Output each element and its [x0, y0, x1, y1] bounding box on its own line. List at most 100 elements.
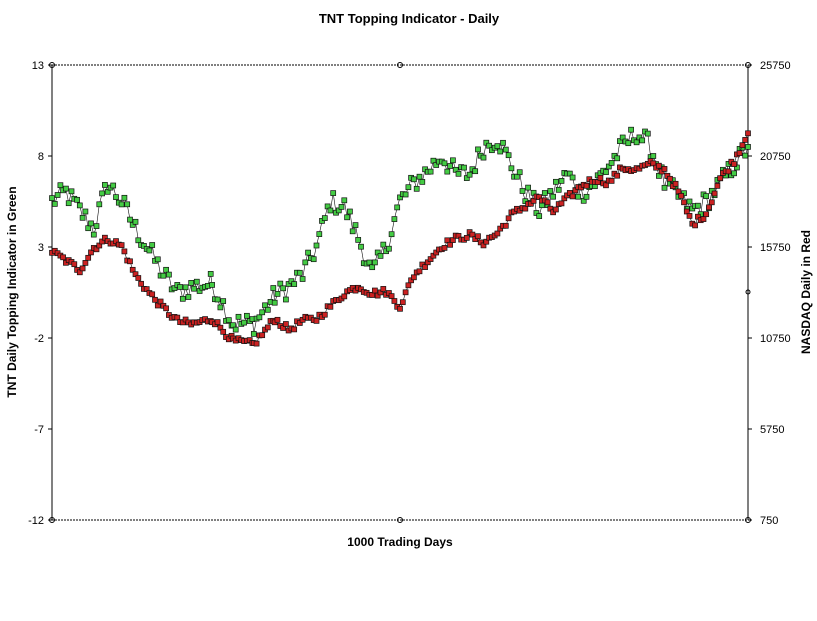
tnt-point — [68, 188, 75, 195]
nasdaq-point — [79, 265, 86, 272]
tnt-point — [603, 169, 609, 175]
nasdaq-point — [152, 296, 158, 303]
tnt-point — [494, 143, 501, 149]
tnt-point — [99, 190, 105, 197]
nasdaq-point — [372, 287, 378, 294]
tnt-point — [124, 201, 131, 208]
tnt-series — [49, 126, 751, 337]
nasdaq-point — [706, 204, 712, 211]
tnt-point — [76, 202, 83, 209]
tnt-point — [575, 193, 582, 200]
tnt-point — [49, 195, 55, 201]
tnt-point — [149, 242, 156, 248]
tnt-point — [541, 190, 548, 196]
nasdaq-point — [742, 137, 749, 143]
tnt-point — [232, 326, 239, 333]
mid-marker-bottom — [397, 517, 403, 523]
nasdaq-point — [502, 222, 509, 229]
nasdaq-point — [597, 174, 604, 181]
tnt-point — [338, 204, 345, 210]
tnt-point — [461, 164, 467, 171]
tnt-point — [166, 271, 172, 278]
nasdaq-point — [686, 213, 693, 219]
tnt-point — [455, 170, 462, 177]
tnt-point — [102, 182, 108, 188]
nasdaq-point — [397, 305, 403, 312]
tnt-point — [639, 137, 646, 144]
right-axis-label: NASDAQ Daily in Red — [799, 230, 813, 354]
tnt-point — [321, 215, 328, 221]
nasdaq-point — [725, 168, 732, 175]
nasdaq-point — [736, 150, 743, 156]
tnt-point — [57, 182, 64, 189]
nasdaq-point — [672, 180, 679, 187]
nasdaq-point — [608, 178, 615, 184]
nasdaq-point — [681, 199, 687, 206]
tnt-point — [146, 247, 153, 254]
tnt-point — [225, 317, 232, 323]
nasdaq-point — [544, 199, 551, 206]
tnt-point — [313, 242, 320, 249]
tnt-point — [177, 284, 183, 290]
tnt-point — [110, 182, 117, 189]
tnt-point — [163, 266, 169, 273]
nasdaq-point — [82, 260, 89, 266]
tnt-point — [274, 291, 281, 297]
tnt-point — [327, 207, 334, 214]
tnt-point — [217, 304, 224, 311]
nasdaq-point — [703, 211, 710, 218]
tnt-point — [427, 168, 434, 175]
nasdaq-point — [388, 293, 395, 299]
tnt-point — [569, 174, 576, 181]
tnt-point — [113, 194, 119, 200]
nasdaq-point — [667, 175, 673, 182]
tnt-point — [505, 152, 512, 159]
tnt-point — [447, 163, 453, 169]
tnt-point — [413, 185, 420, 192]
right-tick-label: 10750 — [760, 333, 791, 345]
tnt-point — [296, 269, 303, 276]
tnt-point — [191, 285, 197, 292]
left-tick-label: -2 — [34, 333, 44, 345]
axis-tick-marks — [48, 64, 752, 521]
tnt-point — [633, 139, 640, 146]
tnt-point — [444, 168, 451, 175]
nasdaq-point — [253, 340, 260, 347]
tnt-point — [441, 160, 448, 167]
nasdaq-point — [656, 162, 662, 169]
tnt-point — [259, 309, 266, 316]
tnt-point — [742, 152, 749, 159]
tnt-point — [154, 256, 161, 263]
left-tick-label: -7 — [34, 424, 44, 436]
nasdaq-point — [717, 175, 724, 182]
nasdaq-point — [118, 242, 125, 248]
tnt-point — [74, 196, 80, 203]
tnt-point — [160, 272, 167, 279]
nasdaq-point — [321, 311, 328, 318]
tnt-point — [302, 259, 309, 266]
tnt-point — [188, 280, 195, 286]
nasdaq-point — [522, 205, 529, 212]
tnt-point — [90, 231, 97, 238]
nasdaq-point — [739, 142, 746, 149]
tnt-point — [703, 193, 710, 199]
nasdaq-point — [163, 305, 169, 312]
left-tick-label: -12 — [28, 515, 44, 527]
tnt-point — [344, 214, 350, 221]
tnt-point — [661, 184, 668, 191]
nasdaq-point — [214, 319, 221, 325]
nasdaq-point — [274, 316, 281, 323]
tnt-point — [628, 126, 634, 133]
tnt-point — [644, 130, 651, 137]
nasdaq-point — [327, 303, 334, 310]
tnt-point — [277, 280, 284, 287]
nasdaq-point — [405, 282, 412, 289]
nasdaq-point — [678, 193, 685, 199]
tnt-point — [79, 214, 86, 221]
nasdaq-point — [708, 199, 715, 206]
nasdaq-point — [135, 275, 142, 281]
nasdaq-point — [313, 318, 320, 324]
tnt-point — [305, 249, 311, 256]
nasdaq-point — [121, 248, 128, 255]
nasdaq-point — [259, 332, 266, 339]
